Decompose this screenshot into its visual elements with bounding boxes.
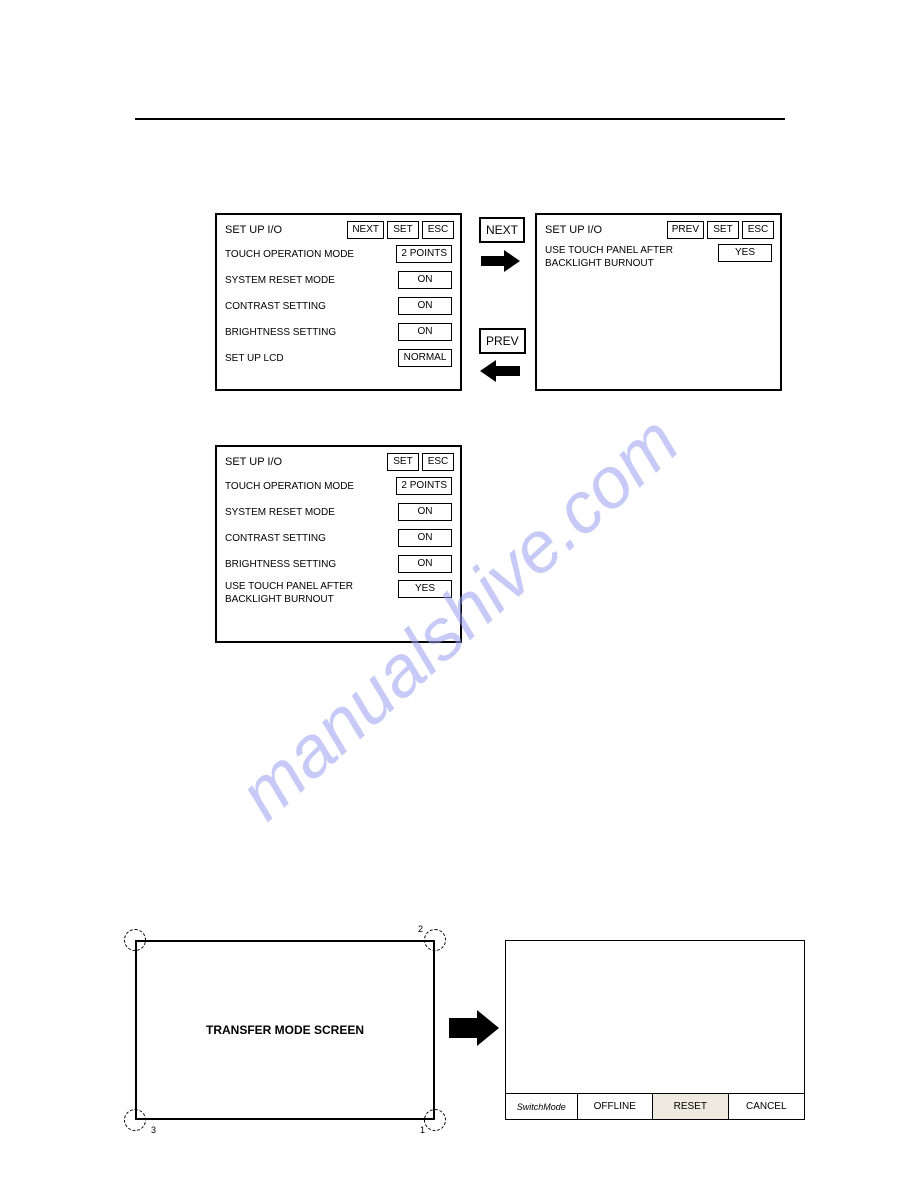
panel3-title: SET UP I/O <box>225 456 282 468</box>
arrow-right-icon <box>476 248 524 274</box>
panel1-button-group: NEXT SET ESC <box>347 221 454 239</box>
prev-button[interactable]: PREV <box>667 221 704 239</box>
label: SET UP LCD <box>225 353 284 364</box>
panel1-row-3: BRIGHTNESS SETTING ON <box>217 319 460 345</box>
panel3-row-4: USE TOUCH PANEL AFTER BACKLIGHT BURNOUT … <box>217 577 460 609</box>
switch-mode-button[interactable]: SwitchMode <box>506 1094 578 1119</box>
value-button[interactable]: YES <box>398 580 452 598</box>
panel3-row-0: TOUCH OPERATION MODE 2 POINTS <box>217 473 460 499</box>
value-button[interactable]: ON <box>398 297 452 315</box>
label: TOUCH OPERATION MODE <box>225 249 354 260</box>
label: USE TOUCH PANEL AFTER BACKLIGHT BURNOUT <box>545 244 673 270</box>
panel2-header: SET UP I/O PREV SET ESC <box>537 215 780 241</box>
panel3-button-group: SET ESC <box>387 453 454 471</box>
label: SYSTEM RESET MODE <box>225 275 335 286</box>
panel-setup-io-1: SET UP I/O NEXT SET ESC TOUCH OPERATION … <box>215 213 462 391</box>
label: CONTRAST SETTING <box>225 533 326 544</box>
panel-setup-io-3: SET UP I/O SET ESC TOUCH OPERATION MODE … <box>215 445 462 643</box>
corner-num-tr: 2 <box>418 924 423 934</box>
transfer-mode-panel: TRANSFER MODE SCREEN <box>135 940 435 1120</box>
set-button[interactable]: SET <box>707 221 739 239</box>
offline-button[interactable]: OFFLINE <box>578 1094 654 1119</box>
top-rule <box>135 118 785 120</box>
value-button[interactable]: ON <box>398 323 452 341</box>
set-button[interactable]: SET <box>387 221 419 239</box>
label: BRIGHTNESS SETTING <box>225 559 336 570</box>
esc-button[interactable]: ESC <box>422 453 454 471</box>
value-button[interactable]: ON <box>398 555 452 573</box>
value-button[interactable]: 2 POINTS <box>396 477 452 495</box>
panel1-title: SET UP I/O <box>225 224 282 236</box>
arrow-left-icon <box>476 358 524 384</box>
offline-mode-panel: SwitchMode OFFLINE RESET CANCEL <box>505 940 805 1120</box>
reset-button[interactable]: RESET <box>653 1094 729 1119</box>
corner-circle-tr <box>424 929 446 951</box>
panel1-row-2: CONTRAST SETTING ON <box>217 293 460 319</box>
nav-next-box[interactable]: NEXT <box>479 217 525 243</box>
label: TOUCH OPERATION MODE <box>225 481 354 492</box>
cancel-button[interactable]: CANCEL <box>729 1094 804 1119</box>
panel2-button-group: PREV SET ESC <box>667 221 774 239</box>
value-button[interactable]: ON <box>398 529 452 547</box>
value-button[interactable]: YES <box>718 244 772 262</box>
label: CONTRAST SETTING <box>225 301 326 312</box>
esc-button[interactable]: ESC <box>422 221 454 239</box>
value-button[interactable]: NORMAL <box>398 349 452 367</box>
arrow-right-large-icon <box>447 1008 501 1048</box>
panel3-row-3: BRIGHTNESS SETTING ON <box>217 551 460 577</box>
esc-button[interactable]: ESC <box>742 221 774 239</box>
label: BRIGHTNESS SETTING <box>225 327 336 338</box>
value-button[interactable]: ON <box>398 271 452 289</box>
set-button[interactable]: SET <box>387 453 419 471</box>
nav-prev-box[interactable]: PREV <box>479 328 526 354</box>
bottom-bar: SwitchMode OFFLINE RESET CANCEL <box>506 1093 804 1119</box>
panel1-row-1: SYSTEM RESET MODE ON <box>217 267 460 293</box>
corner-num-br: 1 <box>420 1125 425 1135</box>
label: SYSTEM RESET MODE <box>225 507 335 518</box>
panel1-header: SET UP I/O NEXT SET ESC <box>217 215 460 241</box>
label: USE TOUCH PANEL AFTER BACKLIGHT BURNOUT <box>225 580 353 606</box>
panel2-title: SET UP I/O <box>545 224 602 236</box>
panel1-row-0: TOUCH OPERATION MODE 2 POINTS <box>217 241 460 267</box>
panel-setup-io-2: SET UP I/O PREV SET ESC USE TOUCH PANEL … <box>535 213 782 391</box>
value-button[interactable]: ON <box>398 503 452 521</box>
next-button[interactable]: NEXT <box>347 221 384 239</box>
panel3-row-1: SYSTEM RESET MODE ON <box>217 499 460 525</box>
panel3-header: SET UP I/O SET ESC <box>217 447 460 473</box>
panel3-row-2: CONTRAST SETTING ON <box>217 525 460 551</box>
corner-num-bl: 3 <box>151 1125 156 1135</box>
corner-circle-br <box>424 1109 446 1131</box>
panel2-row: USE TOUCH PANEL AFTER BACKLIGHT BURNOUT … <box>537 241 780 273</box>
corner-circle-tl <box>124 929 146 951</box>
panel1-row-4: SET UP LCD NORMAL <box>217 345 460 371</box>
transfer-label: TRANSFER MODE SCREEN <box>137 942 433 1118</box>
value-button[interactable]: 2 POINTS <box>396 245 452 263</box>
corner-circle-bl <box>124 1109 146 1131</box>
